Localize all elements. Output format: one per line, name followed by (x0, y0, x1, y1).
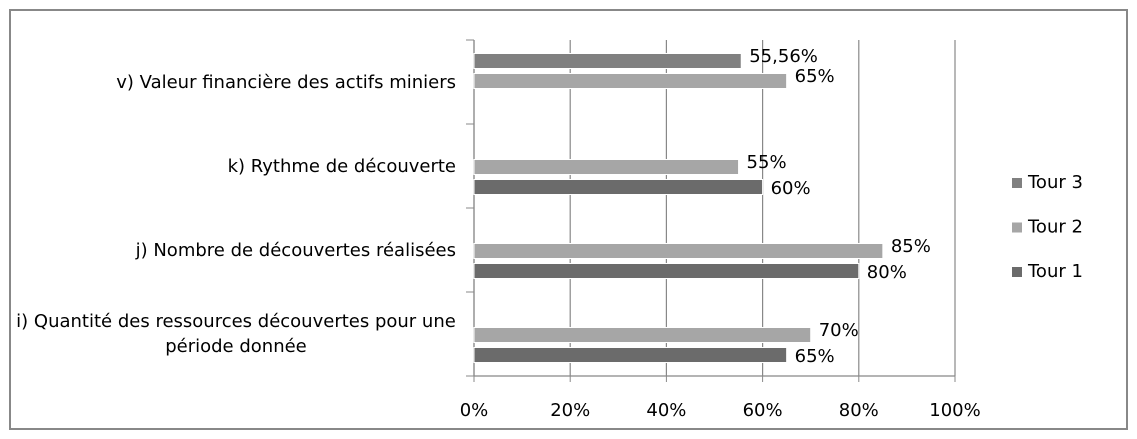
legend-swatch (1012, 267, 1022, 277)
x-tick-label: 100% (929, 400, 980, 421)
bar (473, 53, 742, 69)
bar (473, 243, 884, 259)
bar (473, 327, 812, 343)
data-label: 70% (819, 320, 859, 341)
data-label: 55,56% (749, 46, 818, 67)
y-tick-label-text: j) Nombre de découvertes réalisées (135, 239, 456, 261)
y-tick-label-text: k) Rythme de découverte (227, 155, 456, 177)
y-tick-label: v) Valeur financière des actifs miniers (0, 52, 456, 112)
data-label: 80% (867, 262, 907, 283)
bar (473, 263, 860, 279)
data-label: 60% (771, 178, 811, 199)
legend-label: Tour 3 (1027, 172, 1083, 193)
y-tick-label: j) Nombre de découvertes réalisées (0, 220, 456, 280)
data-label: 85% (891, 236, 931, 257)
bar (473, 347, 788, 363)
x-tick-label: 0% (460, 400, 489, 421)
data-label: 65% (795, 66, 835, 87)
x-tick-label: 60% (743, 400, 783, 421)
bar (473, 179, 764, 195)
y-tick-label-text: v) Valeur financière des actifs miniers (116, 71, 456, 93)
bar (473, 73, 788, 89)
chart-frame (9, 9, 1128, 430)
legend-label: Tour 2 (1027, 217, 1083, 238)
bar (473, 159, 740, 175)
x-tick-label: 20% (550, 400, 590, 421)
data-label: 65% (795, 346, 835, 367)
legend-swatch (1012, 222, 1022, 233)
y-tick-label: k) Rythme de découverte (0, 136, 456, 196)
x-tick-label: 80% (839, 400, 879, 421)
legend-label: Tour 1 (1027, 261, 1083, 282)
x-tick-label: 40% (646, 400, 686, 421)
y-tick-label: i) Quantité des ressources découvertes p… (0, 304, 456, 364)
y-tick-label-text: i) Quantité des ressources découvertes p… (16, 311, 456, 357)
data-label: 55% (747, 152, 787, 173)
legend-swatch (1012, 178, 1022, 188)
